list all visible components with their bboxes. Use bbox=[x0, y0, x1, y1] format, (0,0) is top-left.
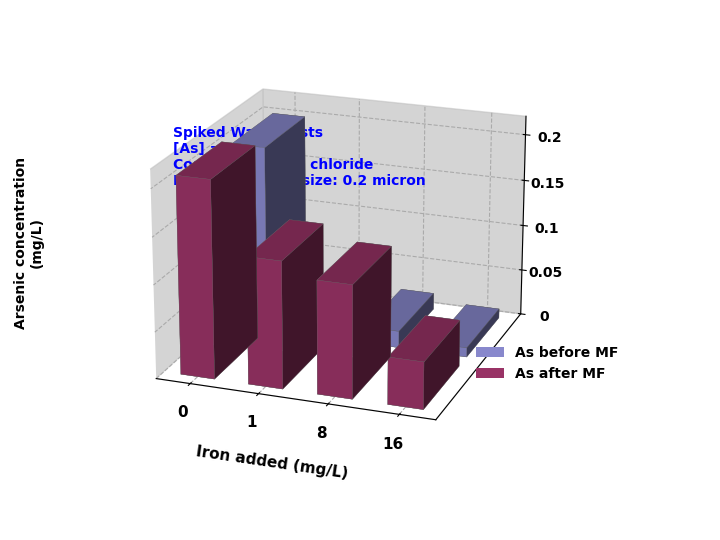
Legend: As before MF, As after MF: As before MF, As after MF bbox=[471, 340, 624, 386]
X-axis label: Iron added (mg/L): Iron added (mg/L) bbox=[195, 444, 349, 481]
Text: Spiked Water Tests
[As] = 0.2 mg/L
Coagulant: ferric chloride
Membrane pore size: Spiked Water Tests [As] = 0.2 mg/L Coagu… bbox=[173, 126, 426, 188]
Text: Arsenic concentration
(mg/L): Arsenic concentration (mg/L) bbox=[14, 157, 44, 329]
